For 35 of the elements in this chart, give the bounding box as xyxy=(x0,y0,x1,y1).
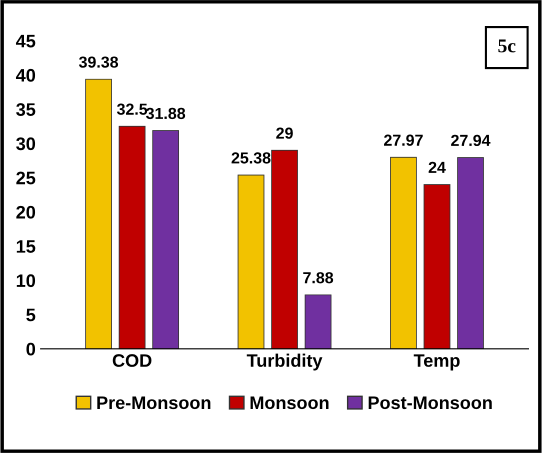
y-tick-label: 40 xyxy=(16,68,36,82)
legend-label: Monsoon xyxy=(250,396,328,410)
y-tick-label: 35 xyxy=(16,103,36,116)
y-tick-label: 5 xyxy=(26,308,36,322)
legend-label: Post-Monsoon xyxy=(368,396,492,410)
data-label: 24 xyxy=(428,162,446,173)
y-tick-label: 10 xyxy=(16,274,36,288)
y-tick-label: 45 xyxy=(16,34,36,48)
bar xyxy=(118,126,146,349)
bar xyxy=(457,157,484,349)
bar xyxy=(390,156,417,349)
bar xyxy=(424,184,450,349)
bar xyxy=(238,174,264,349)
y-tick-label: 25 xyxy=(16,172,36,184)
data-label: 27.94 xyxy=(451,134,490,146)
x-tick-label: Temp xyxy=(414,354,460,370)
y-tick-label: 15 xyxy=(16,240,36,253)
y-tick-label: 0 xyxy=(26,342,36,356)
data-label: 31.88 xyxy=(146,108,186,120)
bar xyxy=(304,294,332,349)
x-tick-label: COD xyxy=(112,354,152,367)
data-label: 7.88 xyxy=(303,272,334,284)
y-tick-label: 20 xyxy=(16,206,36,219)
bar xyxy=(271,150,298,349)
data-label: 29 xyxy=(276,127,293,139)
data-label: 39.38 xyxy=(78,56,118,68)
bar xyxy=(85,78,112,349)
data-label: 32.5 xyxy=(116,104,148,115)
x-tick-label: Turbidity xyxy=(246,354,322,370)
data-label: 27.97 xyxy=(384,134,423,146)
annotation: 5c xyxy=(498,40,516,52)
bar xyxy=(152,130,180,349)
data-label: 25.38 xyxy=(232,152,271,164)
y-tick-label: 30 xyxy=(16,137,36,150)
legend-label: Pre-Monsoon xyxy=(97,396,210,410)
